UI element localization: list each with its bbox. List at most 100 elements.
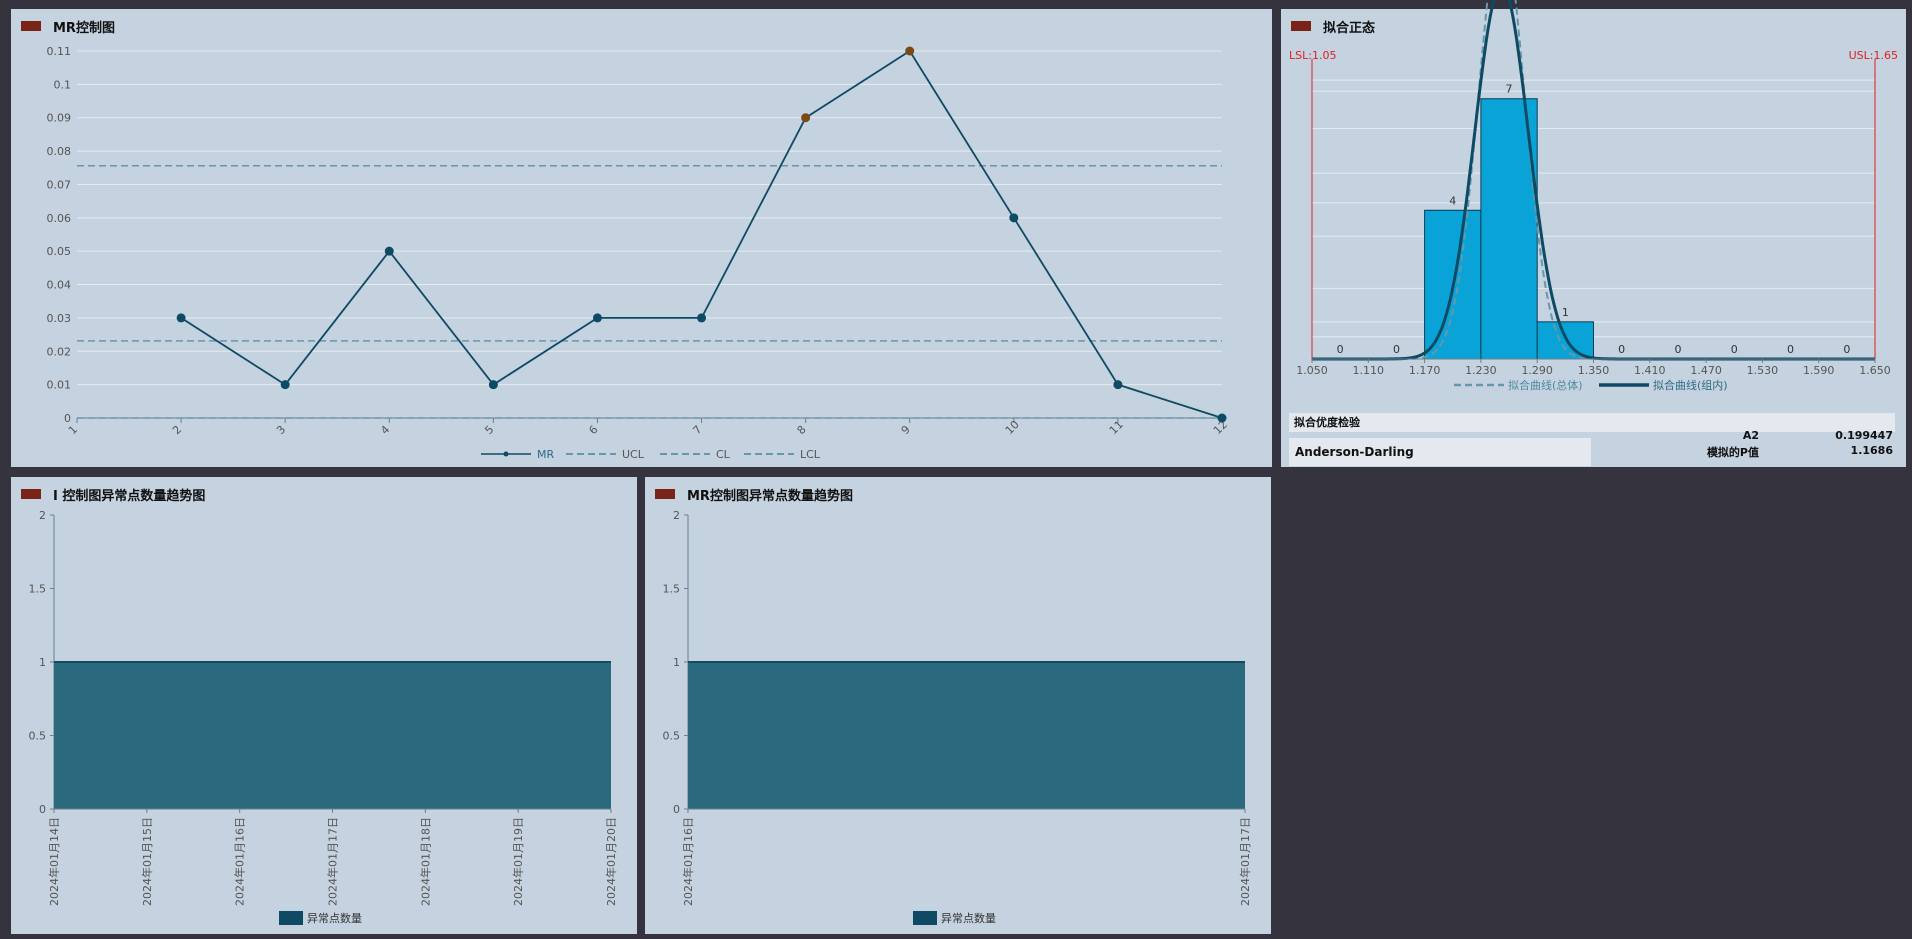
x-tick-label: 2024年01月17日 bbox=[326, 817, 340, 906]
mr-series-line bbox=[180, 49, 1223, 419]
y-tick-label: 2 bbox=[673, 509, 680, 522]
y-tick-label: 1 bbox=[673, 656, 680, 669]
mr-chart-svg: 0 0.01 0.02 0.03 0.04 0.05 0.06 0.07 0.08 0.09 0.1… bbox=[47, 45, 1231, 461]
y-tick-label: 0 bbox=[673, 803, 680, 816]
x-tick-label: 5 bbox=[482, 423, 496, 437]
y-tick-label: 0.1 bbox=[54, 78, 72, 91]
bar-count-label: 0 bbox=[1393, 343, 1400, 356]
mr-trend-title-text: MR控制图异常点数量趋势图 bbox=[687, 488, 853, 504]
legend-swatch bbox=[913, 911, 937, 925]
mr-point bbox=[280, 380, 290, 390]
y-tick-label: 0.5 bbox=[663, 730, 681, 743]
x-tick-label: 1.050 bbox=[1296, 364, 1328, 377]
legend-mr-marker bbox=[503, 451, 509, 457]
histogram-bar bbox=[1536, 321, 1595, 360]
x-tick-label: 2024年01月15日 bbox=[140, 817, 154, 906]
mr-point bbox=[176, 313, 186, 323]
mr-abnormal-point bbox=[905, 46, 915, 56]
x-tick-label: 2024年01月17日 bbox=[1238, 817, 1252, 906]
x-tick-label: 1.170 bbox=[1409, 364, 1441, 377]
fit-curve-overall bbox=[1312, 0, 1875, 360]
i-trend-title-text: I 控制图异常点数量趋势图 bbox=[53, 488, 206, 504]
mr-abnormal-point bbox=[801, 113, 811, 123]
gof-pvalue-label: 模拟的P值 bbox=[1706, 446, 1759, 459]
x-tick-label: 1.230 bbox=[1465, 364, 1497, 377]
x-tick-label: 2 bbox=[170, 423, 184, 437]
bar-count-label: 1 bbox=[1562, 306, 1569, 319]
x-tick-label: 2024年01月16日 bbox=[681, 817, 695, 906]
bar-count-label: 0 bbox=[1843, 343, 1850, 356]
x-tick-label: 3 bbox=[274, 423, 288, 437]
y-tick-label: 0.08 bbox=[47, 145, 72, 158]
x-tick-label: 2024年01月14日 bbox=[47, 817, 61, 906]
area-fill bbox=[688, 662, 1245, 809]
x-tick-label: 2024年01月19日 bbox=[511, 817, 525, 906]
i-trend-svg: 0 0.5 1 1.5 2 2024年01月14日 2024年01月15日 2024年01月1… bbox=[29, 509, 618, 925]
mr-chart-title: MR控制图 bbox=[21, 17, 115, 36]
x-tick-label: 1.110 bbox=[1353, 364, 1385, 377]
gof-title: 拟合优度检验 bbox=[1289, 413, 1895, 432]
y-tick-label: 2 bbox=[39, 509, 46, 522]
mr-chart-panel: MR控制图 0 0.01 0.02 0.03 0.04 0.05 0.06 0.07 0.08 0… bbox=[11, 9, 1272, 467]
fit-normal-title: 拟合正态 bbox=[1291, 17, 1376, 36]
legend-overall-label: 拟合曲线(总体) bbox=[1508, 378, 1583, 392]
y-tick-label: 0.07 bbox=[47, 178, 72, 191]
gof-test-name: Anderson-Darling bbox=[1289, 438, 1591, 466]
x-tick-label: 1.530 bbox=[1747, 364, 1779, 377]
x-tick-label: 2024年01月20日 bbox=[604, 817, 618, 906]
bar-count-label: 0 bbox=[1731, 343, 1738, 356]
bar-count-label: 0 bbox=[1618, 343, 1625, 356]
x-tick-label: 1.650 bbox=[1859, 364, 1891, 377]
usl-label: USL:1.65 bbox=[1849, 49, 1898, 62]
mr-chart-title-text: MR控制图 bbox=[53, 20, 115, 36]
area-fill bbox=[54, 662, 611, 809]
i-trend-panel: I 控制图异常点数量趋势图 0 0.5 1 1.5 2 2024年01月14日 2024年0… bbox=[11, 477, 637, 934]
fit-curve-within bbox=[1312, 0, 1875, 361]
lsl-label: LSL:1.05 bbox=[1289, 49, 1336, 62]
y-tick-label: 0 bbox=[64, 412, 71, 425]
y-tick-label: 1 bbox=[39, 656, 46, 669]
legend-cl-label: CL bbox=[716, 448, 731, 461]
bar-count-label: 7 bbox=[1506, 83, 1513, 96]
x-tick-label: 11 bbox=[1107, 418, 1126, 437]
y-tick-label: 0.02 bbox=[47, 345, 72, 358]
mr-point bbox=[488, 380, 498, 390]
x-tick-label: 7 bbox=[690, 423, 704, 437]
x-tick-label: 2024年01月16日 bbox=[233, 817, 247, 906]
title-badge-icon bbox=[21, 489, 41, 499]
y-tick-label: 0.09 bbox=[47, 112, 72, 125]
mr-point bbox=[1113, 380, 1123, 390]
bar-count-label: 0 bbox=[1337, 343, 1344, 356]
y-tick-label: 0.11 bbox=[47, 45, 72, 58]
legend-swatch bbox=[279, 911, 303, 925]
i-trend-title: I 控制图异常点数量趋势图 bbox=[21, 485, 206, 504]
legend-mr-label: MR bbox=[537, 448, 554, 461]
x-tick-label: 9 bbox=[899, 423, 913, 437]
x-tick-label: 4 bbox=[378, 423, 392, 437]
mr-point bbox=[384, 246, 394, 256]
y-tick-label: 0.03 bbox=[47, 312, 72, 325]
x-tick-label: 1 bbox=[66, 423, 80, 437]
bar-count-label: 4 bbox=[1449, 194, 1456, 207]
bar-count-label: 0 bbox=[1674, 343, 1681, 356]
mr-trend-title: MR控制图异常点数量趋势图 bbox=[655, 485, 853, 504]
y-tick-label: 0 bbox=[39, 803, 46, 816]
y-tick-label: 0.05 bbox=[47, 245, 72, 258]
legend-label: 异常点数量 bbox=[941, 912, 996, 925]
fit-normal-title-text: 拟合正态 bbox=[1323, 20, 1376, 36]
bar-count-label: 0 bbox=[1787, 343, 1794, 356]
x-tick-label: 1.290 bbox=[1521, 364, 1553, 377]
fit-normal-panel: 拟合正态 LSL:1.05 USL:1.65 0 0 4 7 1 0 0 0 0 0 1.050 1.11… bbox=[1281, 0, 1906, 467]
x-tick-label: 10 bbox=[1003, 418, 1022, 437]
y-tick-label: 0.5 bbox=[29, 730, 47, 743]
mr-point bbox=[1217, 413, 1227, 423]
title-badge-icon bbox=[21, 21, 41, 31]
gof-a2-value: 0.199447 bbox=[1835, 429, 1893, 442]
mr-point bbox=[697, 313, 707, 323]
x-tick-label: 1.590 bbox=[1803, 364, 1835, 377]
y-tick-label: 1.5 bbox=[29, 583, 47, 596]
x-tick-label: 8 bbox=[795, 423, 809, 437]
x-tick-label: 2024年01月18日 bbox=[418, 817, 432, 906]
